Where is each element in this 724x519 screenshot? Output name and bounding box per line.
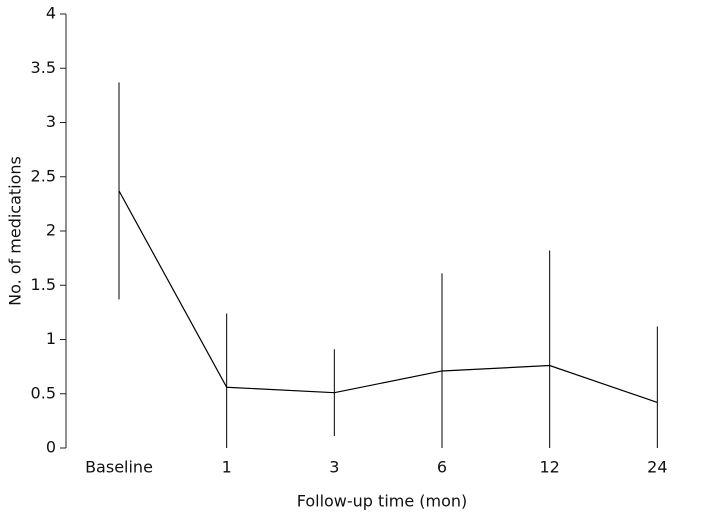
y-tick-label: 3.5 <box>31 58 56 77</box>
x-tick-label: 6 <box>437 458 447 477</box>
x-tick-label: 3 <box>329 458 339 477</box>
x-axis-label: Follow-up time (mon) <box>297 492 468 511</box>
x-tick-label: 24 <box>647 458 667 477</box>
y-tick-label: 3 <box>46 112 56 131</box>
y-tick-label: 1.5 <box>31 275 56 294</box>
y-tick-label: 4 <box>46 4 56 23</box>
y-axis-label: No. of medications <box>6 156 25 306</box>
x-tick-label: Baseline <box>85 458 153 477</box>
line <box>118 190 658 403</box>
y-tick-label: 2.5 <box>31 166 56 185</box>
y-tick-label: 0 <box>46 438 56 457</box>
x-tick-label: 1 <box>222 458 232 477</box>
y-tick-label: 2 <box>46 221 56 240</box>
y-tick-label: 1 <box>46 329 56 348</box>
y-tick-label: 0.5 <box>31 383 56 402</box>
x-tick-label: 12 <box>539 458 559 477</box>
